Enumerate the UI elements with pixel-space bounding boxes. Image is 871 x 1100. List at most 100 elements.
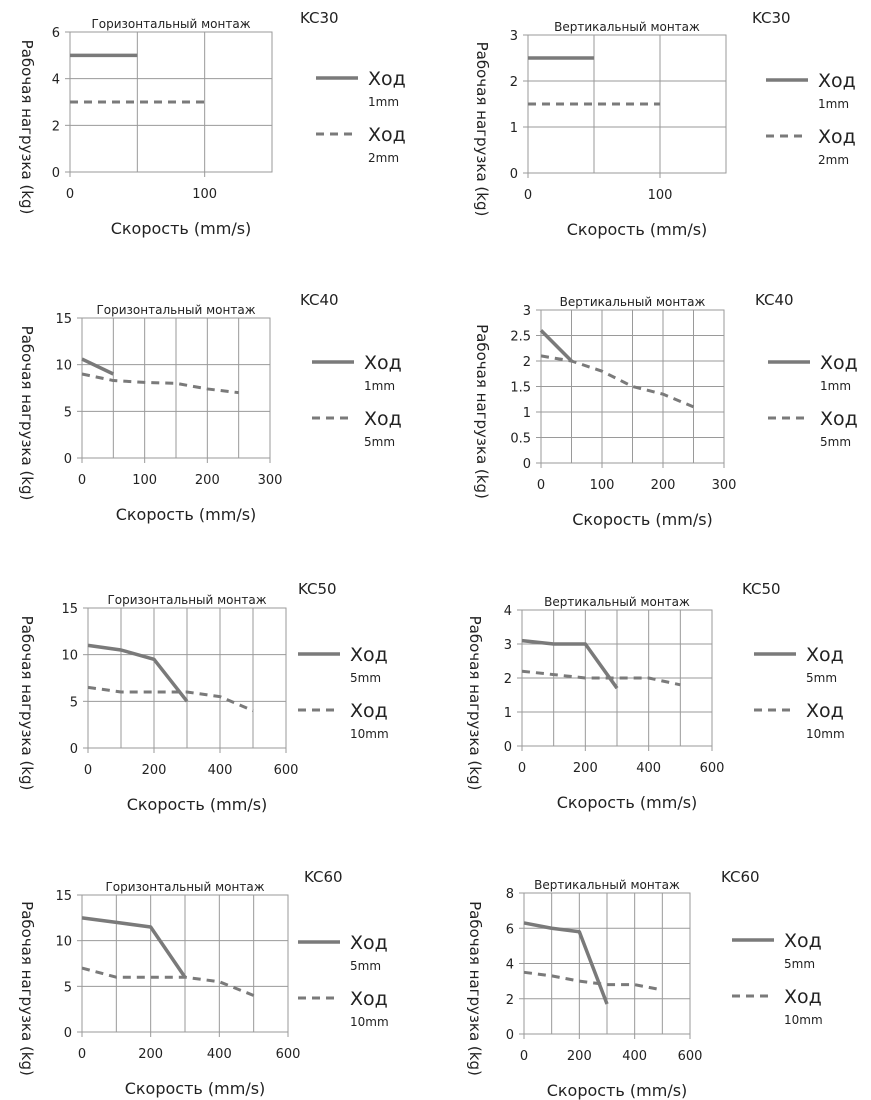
y-tick-label: 4 [52, 73, 60, 88]
x-tick-label: 200 [651, 478, 676, 493]
x-tick-label: 100 [648, 188, 673, 203]
y-axis-label: Рабочая нагрузка (kg) [473, 324, 491, 499]
y-tick-label: 5 [70, 695, 78, 710]
legend-sublabel: 5mm [806, 671, 837, 685]
legend-sublabel: 2mm [368, 151, 399, 165]
y-tick-label: 2 [510, 75, 518, 90]
x-tick-label: 400 [622, 1049, 647, 1064]
legend-sublabel: 1mm [818, 97, 849, 111]
legend-sublabel: 5mm [350, 959, 381, 973]
legend-sublabel: 10mm [806, 727, 845, 741]
y-tick-label: 0 [523, 457, 531, 472]
legend-label: Ход [820, 352, 858, 374]
y-axis-label: Рабочая нагрузка (kg) [18, 901, 36, 1076]
series-line-solid [87, 643, 189, 703]
legend-label: Ход [350, 932, 388, 954]
y-tick-label: 5 [64, 980, 72, 995]
y-axis-label: Рабочая нагрузка (kg) [466, 901, 484, 1076]
x-tick-label: 100 [590, 478, 615, 493]
chart-title: Горизонтальный монтаж [96, 303, 255, 317]
model-label: KC60 [304, 868, 343, 886]
chart-kc30-0: 0 2 4 6 0 100 Горизонтальный монтаж KC30 Скорост… [18, 9, 406, 238]
x-tick-label: 300 [712, 478, 737, 493]
x-tick-label: 300 [258, 473, 283, 488]
y-tick-label: 3 [504, 638, 512, 653]
legend-label: Ход [368, 124, 406, 146]
legend-sublabel: 5mm [350, 671, 381, 685]
y-tick-label: 3 [523, 304, 531, 319]
legend-label: Ход [350, 644, 388, 666]
y-tick-label: 2 [52, 119, 60, 134]
y-tick-label: 0 [64, 452, 72, 467]
y-tick-label: 6 [52, 26, 60, 41]
y-tick-label: 0 [504, 740, 512, 755]
chart-kc30-1: 0 1 2 3 0 100 Вертикальный монтаж KC30 Скорость … [473, 9, 856, 239]
y-tick-label: 10 [61, 649, 78, 664]
legend-label: Ход [806, 644, 844, 666]
legend-sublabel: 5mm [364, 435, 395, 449]
x-tick-label: 100 [192, 187, 217, 202]
y-axis-label: Рабочая нагрузка (kg) [18, 40, 36, 215]
chart-kc50-5: 0 1 2 3 4 0 200 400 600 Вертикальный монтаж KC50 Ск… [466, 580, 845, 812]
y-tick-label: 3 [510, 29, 518, 44]
y-tick-label: 0 [506, 1028, 514, 1043]
chart-kc60-6: 0 5 10 15 0 200 400 600 Горизонтальный монтаж KC6… [18, 868, 389, 1098]
x-tick-label: 0 [78, 1047, 86, 1062]
model-label: KC40 [755, 291, 794, 309]
model-label: KC30 [300, 9, 339, 27]
x-tick-label: 400 [636, 761, 661, 776]
legend-label: Ход [806, 700, 844, 722]
y-tick-label: 2 [523, 355, 531, 370]
legend-sublabel: 10mm [350, 1015, 389, 1029]
x-axis-label: Скорость (mm/s) [572, 510, 713, 529]
y-tick-label: 2.5 [510, 330, 531, 345]
legend-sublabel: 1mm [368, 95, 399, 109]
x-tick-label: 400 [208, 763, 233, 778]
y-axis-label: Рабочая нагрузка (kg) [18, 616, 36, 791]
y-tick-label: 4 [506, 958, 514, 973]
legend-label: Ход [350, 700, 388, 722]
chart-title: Вертикальный монтаж [554, 20, 700, 34]
legend-label: Ход [820, 408, 858, 430]
x-tick-label: 600 [274, 763, 299, 778]
y-tick-label: 10 [55, 359, 72, 374]
model-label: KC50 [298, 580, 337, 598]
y-tick-label: 1 [504, 706, 512, 721]
y-tick-label: 1.5 [510, 381, 531, 396]
series-line-solid [81, 916, 187, 979]
x-tick-label: 200 [195, 473, 220, 488]
model-label: KC40 [300, 291, 339, 309]
chart-title: Горизонтальный монтаж [107, 593, 266, 607]
y-tick-label: 1 [510, 121, 518, 136]
chart-title: Вертикальный монтаж [560, 295, 706, 309]
x-tick-label: 600 [276, 1047, 301, 1062]
y-tick-label: 15 [55, 312, 72, 327]
legend-label: Ход [818, 126, 856, 148]
x-axis-label: Скорость (mm/s) [567, 220, 708, 239]
y-tick-label: 2 [504, 672, 512, 687]
y-tick-label: 2 [506, 993, 514, 1008]
chart-title: Вертикальный монтаж [534, 878, 680, 892]
legend-sublabel: 5mm [784, 957, 815, 971]
y-tick-label: 0 [52, 166, 60, 181]
x-tick-label: 0 [537, 478, 545, 493]
x-axis-label: Скорость (mm/s) [125, 1079, 266, 1098]
x-tick-label: 0 [84, 763, 92, 778]
legend-label: Ход [784, 930, 822, 952]
y-tick-label: 1 [523, 406, 531, 421]
series-line-dashed [81, 966, 255, 997]
legend-label: Ход [364, 408, 402, 430]
x-tick-label: 0 [66, 187, 74, 202]
x-tick-label: 400 [207, 1047, 232, 1062]
x-axis-label: Скорость (mm/s) [127, 795, 268, 814]
y-tick-label: 6 [506, 922, 514, 937]
x-tick-label: 0 [524, 188, 532, 203]
chart-title: Горизонтальный монтаж [105, 880, 264, 894]
y-tick-label: 8 [506, 887, 514, 902]
model-label: KC60 [721, 868, 760, 886]
x-tick-label: 100 [132, 473, 157, 488]
x-tick-label: 0 [78, 473, 86, 488]
legend-sublabel: 1mm [364, 379, 395, 393]
series-line-solid [521, 638, 619, 690]
